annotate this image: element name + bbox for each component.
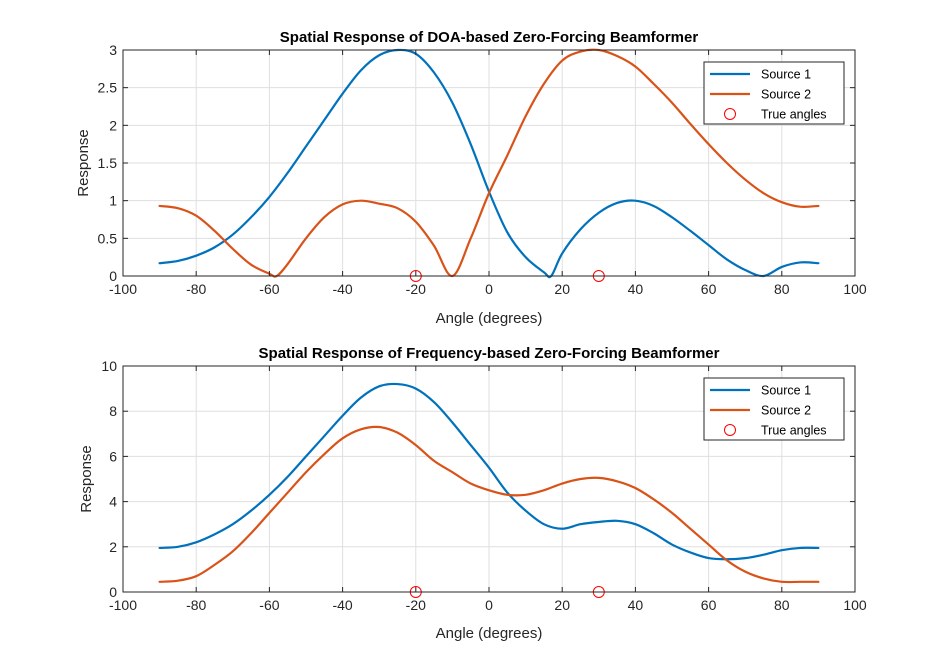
y-axis-label: Response bbox=[75, 129, 92, 197]
legend-label: Source 2 bbox=[761, 88, 811, 102]
series-line bbox=[158, 382, 820, 561]
y-tick-label: 8 bbox=[109, 403, 117, 419]
y-tick-label: 2 bbox=[109, 117, 117, 133]
x-tick-label: 60 bbox=[701, 597, 717, 613]
x-tick-label: -40 bbox=[332, 597, 352, 613]
series-line bbox=[158, 425, 820, 584]
y-tick-label: 6 bbox=[109, 448, 117, 464]
x-tick-label: 60 bbox=[701, 281, 717, 297]
legend: Source 1 Source 2 True angles bbox=[703, 377, 845, 441]
x-tick-label: 20 bbox=[554, 281, 570, 297]
y-tick-label: 2 bbox=[109, 539, 117, 555]
x-tick-label: 0 bbox=[485, 597, 493, 613]
legend-label: Source 2 bbox=[761, 404, 811, 418]
x-tick-label: -100 bbox=[109, 597, 137, 613]
x-tick-label: -40 bbox=[332, 281, 352, 297]
x-tick-label: 40 bbox=[628, 281, 644, 297]
x-tick-label: -20 bbox=[406, 281, 426, 297]
x-axis-label: Angle (degrees) bbox=[436, 310, 543, 327]
x-tick-label: -80 bbox=[186, 281, 206, 297]
x-tick-label: 80 bbox=[774, 281, 790, 297]
x-tick-label: 100 bbox=[843, 281, 867, 297]
y-tick-label: 0 bbox=[109, 268, 117, 284]
x-tick-label: -60 bbox=[259, 281, 279, 297]
x-tick-label: -100 bbox=[109, 281, 137, 297]
y-axis-label: Response bbox=[78, 445, 95, 513]
y-tick-label: 2.5 bbox=[98, 80, 118, 96]
y-tick-label: 4 bbox=[109, 494, 117, 510]
x-tick-label: 40 bbox=[628, 597, 644, 613]
frequency-beamformer-plot: Spatial Response of Frequency-based Zero… bbox=[78, 345, 867, 642]
legend-label: Source 1 bbox=[761, 68, 811, 82]
x-tick-label: 20 bbox=[554, 597, 570, 613]
series-line bbox=[158, 48, 820, 278]
doa-beamformer-plot: Spatial Response of DOA-based Zero-Forci… bbox=[75, 29, 867, 327]
x-axis-label: Angle (degrees) bbox=[436, 625, 543, 642]
x-tick-label: 0 bbox=[485, 281, 493, 297]
y-tick-label: 0.5 bbox=[98, 230, 118, 246]
legend-marker-swatch bbox=[724, 424, 736, 436]
x-tick-label: -20 bbox=[406, 597, 426, 613]
y-tick-label: 1.5 bbox=[98, 155, 118, 171]
x-tick-label: -80 bbox=[186, 597, 206, 613]
x-tick-label: 100 bbox=[843, 597, 867, 613]
legend-marker-swatch bbox=[724, 108, 736, 120]
y-tick-label: 0 bbox=[109, 584, 117, 600]
legend-label: Source 1 bbox=[761, 384, 811, 398]
legend-label: True angles bbox=[761, 108, 827, 122]
y-tick-label: 1 bbox=[109, 193, 117, 209]
series-line bbox=[158, 48, 820, 279]
x-tick-label: 80 bbox=[774, 597, 790, 613]
plot-title: Spatial Response of Frequency-based Zero… bbox=[259, 345, 720, 362]
y-tick-label: 10 bbox=[101, 358, 117, 374]
legend: Source 1 Source 2 True angles bbox=[703, 61, 845, 125]
plot-title: Spatial Response of DOA-based Zero-Forci… bbox=[280, 29, 699, 46]
legend-label: True angles bbox=[761, 424, 827, 438]
x-tick-label: -60 bbox=[259, 597, 279, 613]
y-tick-label: 3 bbox=[109, 42, 117, 58]
